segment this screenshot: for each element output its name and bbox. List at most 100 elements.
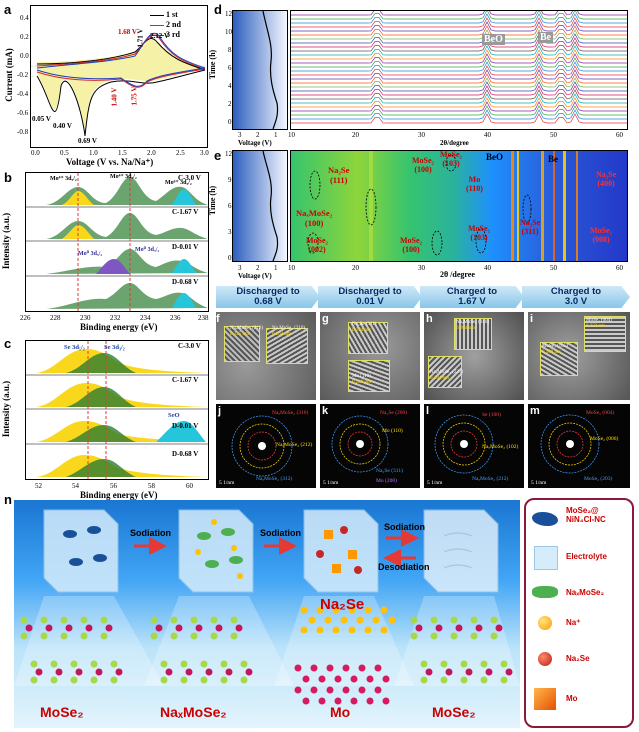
lattice-atom [326, 664, 334, 672]
insitu-e-voltage [232, 150, 288, 262]
saed-label: MoSe₂ (004) [586, 410, 615, 416]
xrd-trace [291, 5, 627, 16]
lattice-atom [300, 606, 308, 614]
scene-na2se-label: Na₂Se [320, 596, 365, 613]
lattice-atom [230, 632, 238, 640]
saed-scale: 5 1/nm [427, 480, 443, 486]
insitu-e-xtick: 10 [288, 264, 295, 272]
lattice-atom [160, 676, 168, 684]
saed-scale: 5 1/nm [531, 480, 547, 486]
lattice-atom [334, 675, 342, 683]
lattice-atom [90, 676, 98, 684]
lattice-atom [500, 676, 508, 684]
cv-ytick: -0.2 [17, 71, 29, 79]
lattice-atom [382, 675, 390, 683]
lattice-atom [366, 675, 374, 683]
tem-label: NaₓMoSe₂ (310) [456, 320, 490, 325]
lattice-atom [302, 697, 310, 705]
lattice-atom [185, 668, 193, 676]
saed-label: NaₓMoSe₂ (312) [256, 476, 293, 482]
lattice-atom [302, 675, 310, 683]
xrd-trace [291, 17, 627, 28]
lattice-atom [80, 632, 88, 640]
lattice-atom [95, 668, 103, 676]
cv-ytick: -0.8 [17, 128, 29, 136]
saed-m: MoSe₂ (004) MoSe₂ (006) MoSe₂ (203) 5 1/… [528, 404, 630, 488]
cv-annot: 1.75 V [130, 86, 139, 106]
xps-mo-xtick: 236 [170, 314, 181, 322]
xrd-trace [291, 25, 627, 36]
lattice-atom [440, 660, 448, 668]
cv-xtick: 3.0 [200, 149, 209, 157]
contour-label: Mo (110) [466, 175, 483, 193]
scene-bottom-label: NaₓMoSe₂ [160, 704, 227, 720]
insitu-d-xtick: 30 [418, 131, 425, 139]
scene-arrow-label: Desodiation [378, 562, 430, 572]
saed-k: Na₂Se (200) Mo (110) Na₂Se (311) Mo (200… [320, 404, 420, 488]
panel-label-i: i [530, 313, 534, 325]
lattice-atom [410, 632, 418, 640]
lattice-atom [50, 676, 58, 684]
tem-h: NaₓMoSe₂ (310) 0.204 nm NaₓMoSe₂ (221) 0… [424, 312, 524, 400]
lattice-atom [318, 697, 326, 705]
cv-annot: 1.40 V [110, 87, 119, 107]
xrd-trace [291, 21, 627, 32]
lattice-atom [150, 632, 158, 640]
lattice-atom [332, 626, 340, 634]
lattice-atom [475, 624, 483, 632]
insitu-d-vtick: 1 [274, 131, 278, 139]
xps-se-xtick: 60 [186, 482, 193, 490]
lattice-atom [485, 668, 493, 676]
contour-label: BeO [486, 152, 503, 162]
contour-label: MoSe₂ (100) [400, 236, 422, 254]
lattice-atom [210, 616, 218, 624]
lattice-atom [425, 668, 433, 676]
lattice-atom [55, 668, 63, 676]
lattice-atom [70, 676, 78, 684]
be-label: Be [538, 32, 554, 43]
tem-label: 0.204 nm [352, 328, 371, 333]
legend-item: Mo [566, 694, 578, 703]
xps-mo-label: Mo⁴⁺ 3d₅/₂ [50, 176, 77, 182]
xps-se-xtick: 54 [72, 482, 79, 490]
lattice-atom [470, 616, 478, 624]
insitu-d-xtick: 60 [616, 131, 623, 139]
xrd-trace [291, 101, 627, 112]
lattice-atom [175, 624, 183, 632]
tem-f: NaₓMoSe₂ (212) 0.225 nm NaₓMoSe₂ (210) 0… [216, 312, 316, 400]
lattice-atom [480, 676, 488, 684]
lattice-atom [374, 664, 382, 672]
lattice-atom [350, 675, 358, 683]
lattice-atom [115, 668, 123, 676]
lattice-atom [505, 668, 513, 676]
cv-curve-1st [36, 69, 206, 137]
cv-curves [31, 33, 207, 137]
legend-item: Na⁺ [566, 618, 581, 627]
xps-mo-xtick: 232 [110, 314, 121, 322]
lattice-atom [240, 676, 248, 684]
scene-arrow-label: Sodiation [384, 522, 425, 532]
legend-3rd: 3 rd [166, 30, 180, 39]
cv-xtick: 0.5 [60, 149, 69, 157]
lattice-atom [465, 668, 473, 676]
contour-label: Na₂Se (111) [328, 165, 350, 185]
scheme-lattices [20, 606, 513, 705]
legend-electrolyte-icon [534, 546, 558, 570]
xrd-trace [291, 29, 627, 40]
tem-label: 0.323 nm [586, 324, 605, 329]
xrd-trace [291, 85, 627, 96]
lattice-atom [450, 616, 458, 624]
xps-se-label: Se 3d₅/₂ [64, 344, 85, 351]
lattice-atom [20, 616, 28, 624]
cv-annot: 1.71 V [136, 28, 145, 48]
lattice-atom [358, 686, 366, 694]
lattice-atom [358, 664, 366, 672]
saed-label: Na₂Se (311) [376, 468, 403, 474]
xrd-trace [291, 81, 627, 92]
lattice-atom [480, 660, 488, 668]
legend-naxmose2-icon [532, 586, 558, 598]
legend-mose2-icon [532, 512, 558, 526]
lattice-atom [80, 616, 88, 624]
lattice-atom [348, 606, 356, 614]
insitu-e-xtick: 50 [550, 264, 557, 272]
